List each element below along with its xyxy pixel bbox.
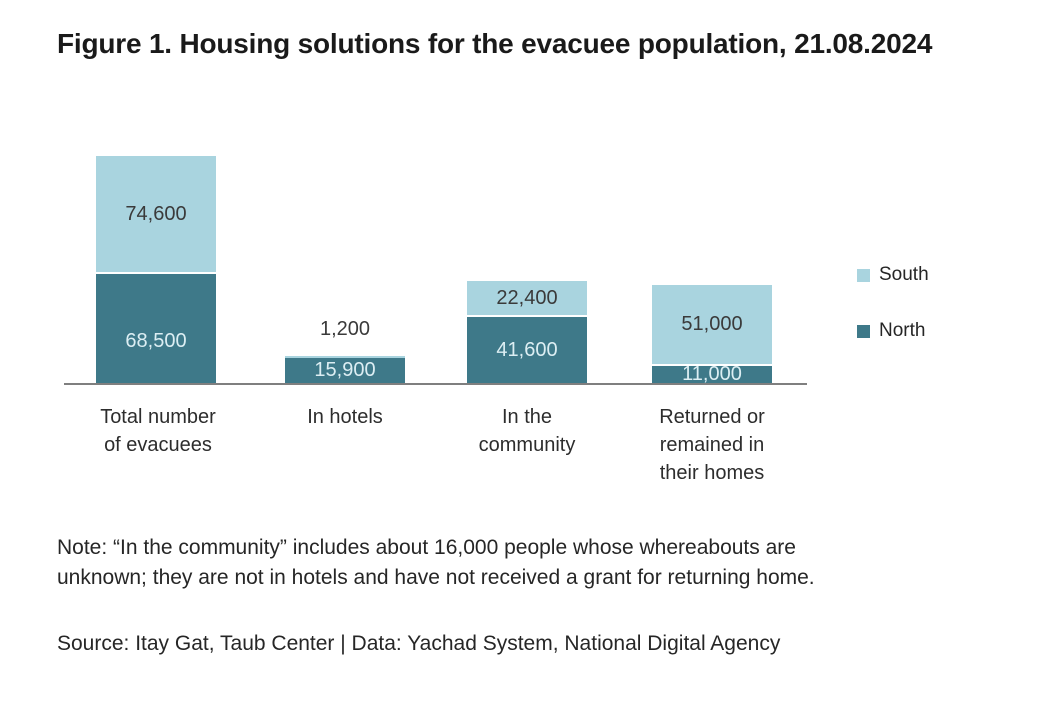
bar-total-number-of-evacuees: 74,600 68,500: [96, 156, 216, 383]
bar-in-hotels: 1,200 15,900: [285, 318, 405, 383]
legend-label-north: North: [879, 320, 926, 341]
legend: South North: [857, 263, 929, 375]
segment-south: [285, 356, 405, 358]
legend-label-south: South: [879, 264, 929, 285]
legend-item-south: South: [857, 263, 929, 287]
value-label-south: 22,400: [496, 286, 558, 309]
category-label-in-the-community: In the community: [478, 406, 576, 456]
segment-south: 74,600: [96, 156, 216, 274]
category-label-returned-or-remained-in-their-homes: Returned or remained in their homes: [659, 406, 765, 484]
value-label-north: 11,000: [682, 363, 742, 385]
segment-south: 51,000: [652, 285, 772, 366]
x-axis-line: [64, 383, 807, 385]
segment-south: 22,400: [467, 281, 587, 317]
segment-north: 41,600: [467, 317, 587, 383]
value-label-north: 41,600: [496, 338, 558, 361]
category-label-in-hotels: In hotels: [307, 406, 383, 428]
value-label-south: 1,200: [319, 318, 371, 340]
segment-north: 15,900: [285, 358, 405, 383]
source-text: Source: Itay Gat, Taub Center | Data: Ya…: [57, 632, 781, 655]
figure-title: Figure 1. Housing solutions for the evac…: [57, 28, 933, 59]
value-label-south: 74,600: [125, 202, 187, 225]
category-label-total-number-of-evacuees: Total number of evacuees: [100, 406, 216, 456]
note-text: Note: “In the community” includes about …: [57, 536, 815, 589]
category-labels: Total number of evacuees In hotels In the …: [0, 403, 1040, 498]
value-label-south: 51,000: [681, 313, 743, 335]
bar-returned-or-remained-in-their-homes: 51,000 11,000: [652, 285, 772, 385]
value-label-north: 15,900: [314, 359, 376, 381]
chart-plot-area: 74,600 68,500 1,200 15,900 22,400 41,600 51,00…: [64, 156, 807, 385]
segment-north: 11,000: [652, 363, 772, 385]
bar-in-the-community: 22,400 41,600: [467, 281, 587, 383]
value-label-north: 68,500: [125, 330, 187, 352]
legend-swatch-north: [857, 324, 870, 338]
legend-swatch-south: [857, 268, 870, 282]
segment-north: 68,500: [96, 274, 216, 383]
legend-item-north: North: [857, 319, 929, 343]
